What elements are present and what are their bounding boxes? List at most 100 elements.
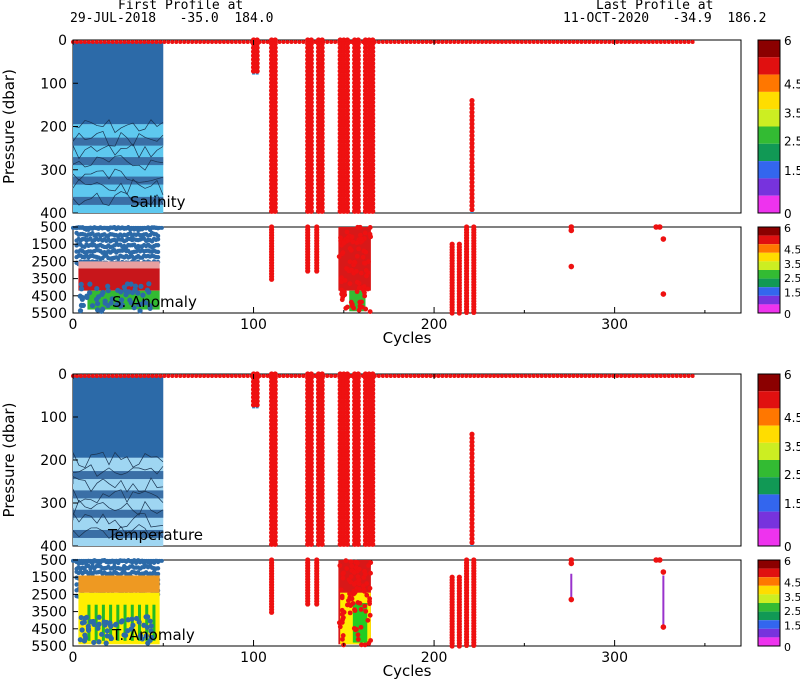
- salinity-profile-point: [272, 60, 278, 66]
- salinity-profile-point: [268, 84, 275, 90]
- salinity-profile-point: [355, 208, 361, 214]
- salinity_anomaly-colorbar-label: 6: [784, 222, 791, 235]
- temperature_anomaly-scatter-dot: [79, 620, 86, 626]
- temperature-profile-point: [355, 433, 361, 439]
- temperature-profile-point: [355, 510, 361, 516]
- salinity-profile-point: [355, 169, 361, 175]
- temperature-profile-point: [305, 518, 311, 524]
- temperature-profile-point: [366, 437, 372, 443]
- temperature-profile-point: [344, 371, 351, 377]
- temperature_anomaly-scatter-dot: [136, 619, 142, 625]
- salinity-profile-point: [341, 204, 347, 210]
- temperature-profile-point: [337, 390, 343, 396]
- salinity-profile-point: [352, 80, 358, 86]
- temperature-profile-point: [362, 456, 369, 462]
- salinity-profile-point: [344, 169, 351, 175]
- temperature-profile-point: [362, 441, 369, 447]
- temperature-profile-point: [370, 413, 376, 420]
- salinity-profile-point: [272, 56, 278, 63]
- salinity-profile-point: [366, 169, 372, 175]
- salinity-colorbar-seg: [758, 74, 780, 92]
- temperature_anomaly-isolated-point: [660, 569, 667, 575]
- salinity-top-point: [94, 40, 99, 44]
- salinity-profile-point: [308, 158, 314, 164]
- salinity-profile-point: [469, 136, 475, 143]
- temperature-top-point: [646, 374, 651, 378]
- temperature_anomaly-colorbar-seg: [758, 560, 780, 569]
- temperature-profile-point: [341, 433, 347, 439]
- temperature-profile-point: [305, 394, 311, 400]
- salinity-top-point: [190, 40, 195, 44]
- salinity-top-point: [408, 40, 413, 44]
- salinity-profile-point: [344, 45, 351, 51]
- salinity_anomaly-colorbar-seg: [758, 252, 780, 262]
- temperature-top-point: [515, 374, 520, 378]
- temperature-profile-point: [469, 497, 475, 503]
- salinity-profile-point: [305, 45, 311, 51]
- salinity-trace-4: [72, 168, 164, 183]
- temperature-profile-point: [341, 491, 347, 497]
- temperature_anomaly-cluster-green: [352, 603, 368, 643]
- temperature_anomaly-cluster-point: [366, 641, 372, 646]
- salinity-profile-point: [254, 37, 260, 43]
- salinity-top-point: [436, 40, 441, 44]
- salinity-top-point: [448, 40, 453, 44]
- salinity-top-point: [444, 40, 449, 44]
- salinity-colorbar-seg: [758, 143, 780, 162]
- temperature-top-point: [221, 374, 226, 378]
- temperature_anomaly-cluster-point: [348, 574, 354, 580]
- temperature-profile-point: [272, 475, 278, 482]
- temperature-top-point: [166, 374, 171, 378]
- salinity-top-point: [599, 40, 604, 44]
- temperature-top-point: [416, 374, 421, 378]
- salinity-top-point: [150, 40, 155, 44]
- salinity-profile-point: [315, 76, 322, 82]
- salinity-profile-point: [341, 49, 347, 55]
- temperature-profile-point: [268, 413, 275, 420]
- temperature-top-point: [563, 374, 568, 378]
- temperature-profile-point: [341, 475, 347, 482]
- temperature-profile-point: [319, 437, 325, 443]
- temperature-profile-point: [315, 441, 322, 447]
- temperature-profile-point: [337, 495, 343, 501]
- temperature-profile-point: [355, 495, 361, 501]
- temperature-top-point: [130, 374, 135, 378]
- salinity_anomaly-block-red: [78, 268, 160, 291]
- temperature-profile-point: [469, 539, 475, 546]
- temperature-profile-point: [319, 394, 325, 400]
- temperature-top-point: [162, 374, 167, 378]
- temperature-profile-point: [319, 386, 325, 393]
- salinity-top-point: [98, 40, 103, 44]
- salinity-top-point: [579, 40, 584, 44]
- salinity-profile-point: [355, 161, 361, 168]
- salinity-profile-point: [272, 130, 278, 137]
- temperature-profile-point: [315, 464, 322, 470]
- temperature-top-point: [631, 374, 636, 378]
- salinity-profile-point: [362, 158, 369, 164]
- temperature-profile-point: [337, 541, 343, 547]
- salinity-profile-point: [362, 88, 369, 94]
- temperature-profile-point: [362, 371, 369, 377]
- temperature-profile-point: [272, 425, 278, 431]
- salinity-profile-point: [366, 37, 372, 43]
- temperature-profile-point: [366, 483, 372, 489]
- temperature-profile-point: [315, 518, 322, 524]
- temperature-profile-point: [272, 518, 278, 524]
- temperature_anomaly-green-stripe: [152, 604, 156, 641]
- salinity-profile-point: [272, 173, 278, 179]
- salinity-profile-point: [352, 208, 358, 214]
- temperature-profile-point: [352, 541, 358, 547]
- salinity-profile-point: [344, 37, 351, 43]
- temperature-profile-point: [337, 456, 343, 462]
- temperature-profile-point: [366, 402, 372, 408]
- salinity-top-point: [523, 40, 528, 44]
- temperature-profile-point: [337, 441, 343, 447]
- temperature-profile-point: [362, 526, 369, 532]
- salinity-profile-point: [250, 56, 257, 63]
- salinity-top-point: [420, 40, 425, 44]
- salinity-profile-point: [370, 72, 376, 78]
- temperature-top-point: [206, 374, 211, 378]
- temperature-profile-point: [337, 383, 343, 389]
- temperature-profile-point: [344, 433, 351, 439]
- temperature-top-point: [106, 374, 111, 378]
